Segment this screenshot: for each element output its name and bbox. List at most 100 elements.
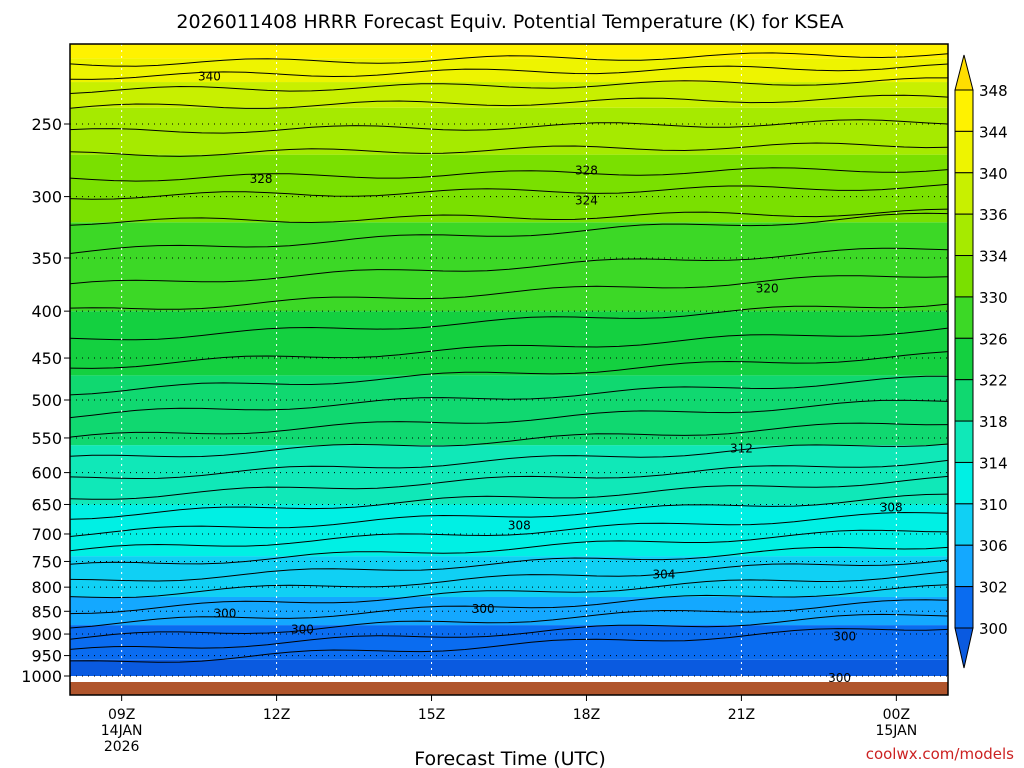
contour-line <box>70 212 948 254</box>
theta-band <box>70 107 948 155</box>
contour-line <box>70 52 948 67</box>
contour-line <box>70 375 948 419</box>
contour-line <box>70 459 948 500</box>
colorbar-segment <box>954 296 974 339</box>
colorbar-segment <box>954 130 974 174</box>
contour-line <box>70 511 948 552</box>
theta-band <box>70 154 948 223</box>
y-tick-label: 700 <box>31 525 62 544</box>
y-tick-label: 550 <box>31 429 62 448</box>
contour-line <box>70 303 948 341</box>
y-tick-label: 250 <box>31 115 62 134</box>
theta-band <box>70 659 948 676</box>
colorbar-segment <box>954 544 974 588</box>
contour-label: 308 <box>880 501 903 515</box>
contour-label: 304 <box>652 568 675 582</box>
contour-line <box>70 142 948 157</box>
colorbar-label: 306 <box>979 537 1008 555</box>
colorbar-label: 334 <box>979 248 1008 266</box>
contour-line <box>70 208 948 226</box>
colorbar-label: 340 <box>979 165 1008 183</box>
colorbar-label: 310 <box>979 496 1008 514</box>
contour-label: 324 <box>575 194 598 208</box>
contour-label: 312 <box>730 442 753 456</box>
colorbar-segment <box>954 420 974 463</box>
contour-line <box>70 628 948 663</box>
credit-text: coolwx.com/models <box>866 745 1014 763</box>
x-tick-label: 15Z <box>418 707 445 723</box>
colorbar-label: 336 <box>979 206 1008 224</box>
y-tick-label: 950 <box>31 647 62 666</box>
contour-line <box>70 546 948 582</box>
contour-label: 308 <box>508 518 531 532</box>
contour-line <box>70 351 948 396</box>
x-tick-label: 12Z <box>263 707 290 723</box>
x-tick-label: 00Z <box>883 707 910 723</box>
contour-line <box>70 94 948 109</box>
colorbar-label: 302 <box>979 579 1008 597</box>
y-tick-label: 750 <box>31 552 62 571</box>
contour-line <box>70 571 948 615</box>
y-tick-label: 900 <box>31 625 62 644</box>
colorbar-label: 348 <box>979 82 1008 100</box>
colorbar-segment <box>954 379 974 422</box>
theta-band <box>70 445 948 505</box>
grid-lines <box>70 44 948 695</box>
colorbar-label: 330 <box>979 289 1008 307</box>
contour-label: 320 <box>756 282 779 296</box>
x-tick-date: 15JAN <box>875 723 917 739</box>
colorbar: 348 344 340 336 334 330 326 322 318 314 310 306 302 3… <box>954 54 1008 669</box>
ground-strip <box>70 682 948 695</box>
theta-band <box>70 625 948 660</box>
colorbar-segment <box>954 89 974 132</box>
plot-frame <box>69 43 949 696</box>
contour-line <box>70 493 948 537</box>
contour-line <box>70 275 948 310</box>
colorbar-label: 300 <box>979 620 1008 638</box>
colorbar-segment <box>954 586 974 629</box>
contour-line <box>70 119 948 134</box>
contour-label: 300 <box>472 602 495 616</box>
plot-area <box>70 44 948 695</box>
colorbar-label: 326 <box>979 330 1008 348</box>
colorbar-segment <box>954 461 974 505</box>
contour-line <box>70 63 948 80</box>
y-tick-label: 500 <box>31 391 62 410</box>
x-tick-year: 2026 <box>104 739 140 755</box>
y-axis: 250 300 350 400 450 500 550 600 650 700 750 800 850 9… <box>21 115 70 686</box>
x-tick-label: 21Z <box>728 707 755 723</box>
theta-band <box>70 82 948 108</box>
y-tick-label: 650 <box>31 495 62 514</box>
contour-line <box>70 559 948 599</box>
y-tick-label: 1000 <box>21 667 62 686</box>
colorbar-label: 314 <box>979 454 1008 472</box>
x-tick-date: 14JAN <box>101 723 143 739</box>
contour-line <box>70 167 948 182</box>
contour-line <box>70 584 948 629</box>
x-tick-label: 09Z <box>108 707 135 723</box>
y-tick-label: 300 <box>31 188 62 207</box>
y-tick-label: 450 <box>31 349 62 368</box>
contour-label: 328 <box>575 164 598 178</box>
y-tick-label: 600 <box>31 464 62 483</box>
contour-line <box>70 443 948 480</box>
contour-line <box>70 613 948 650</box>
theta-band <box>70 222 948 312</box>
contour-label: 340 <box>198 70 221 84</box>
x-axis-label: Forecast Time (UTC) <box>414 748 605 768</box>
contour-labels: 340 328 328 324 320 312 308 308 304 300 300 300 300 3… <box>198 70 903 685</box>
theta-band <box>70 311 948 376</box>
contour-lines <box>70 52 948 663</box>
contour-label: 328 <box>250 172 273 186</box>
contour-line <box>70 77 948 94</box>
colorbar-segment <box>954 213 974 257</box>
y-tick-label: 800 <box>31 578 62 597</box>
y-tick-label: 850 <box>31 602 62 621</box>
y-tick-label: 350 <box>31 249 62 268</box>
colorbar-label: 318 <box>979 413 1008 431</box>
colorbar-bottom-arrow <box>954 627 974 669</box>
contour-line <box>70 399 948 438</box>
contour-label: 300 <box>213 607 236 621</box>
contour-line <box>70 599 948 640</box>
